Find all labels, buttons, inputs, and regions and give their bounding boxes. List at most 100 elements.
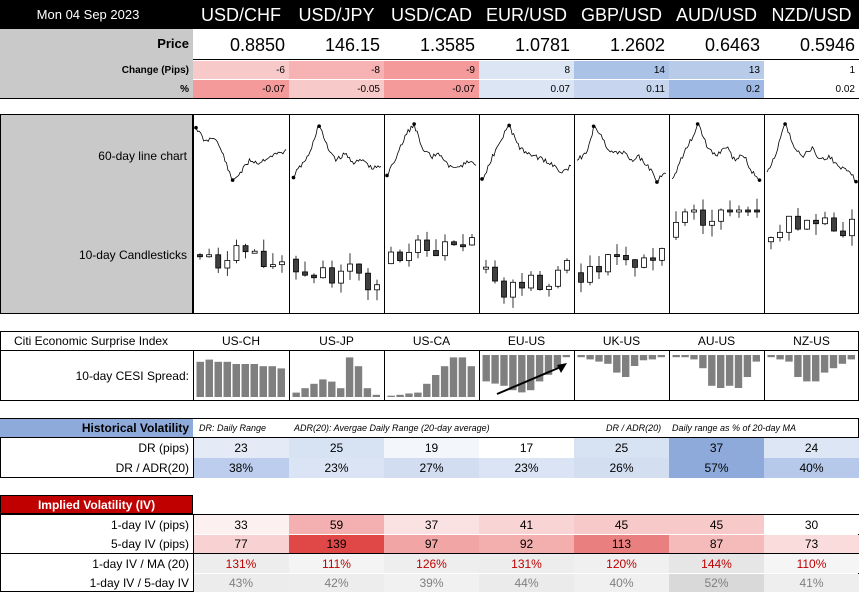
cesi-bar <box>657 355 665 358</box>
iv-value: 139 <box>289 534 384 554</box>
line-series <box>766 123 857 183</box>
cesi-bar <box>829 355 838 369</box>
cesi-bar <box>820 355 829 373</box>
candle-body <box>260 250 267 267</box>
hv-ratio-value: 23% <box>289 458 384 478</box>
cesi-bar <box>387 395 395 397</box>
hv-ratio-label: DR / ADR(20) <box>115 461 189 475</box>
line-high-marker <box>591 124 596 129</box>
iv-label-divider <box>193 514 194 592</box>
line-series <box>481 124 572 180</box>
change-value: -6 <box>193 61 289 79</box>
candle-body <box>578 272 584 283</box>
iv-value: 42% <box>289 573 384 592</box>
cesi-bar <box>535 355 544 382</box>
hv-title: Historical Volatility <box>0 419 193 437</box>
pct-label: % <box>180 83 189 95</box>
candles-4 <box>578 244 665 293</box>
candle-label: 10-day Candlesticks <box>78 248 187 262</box>
cesi-bar <box>743 355 752 377</box>
pair-header-usd-cad[interactable]: USD/CAD <box>384 2 479 28</box>
iv-row-label: 5-day IV (pips) <box>110 537 189 551</box>
cesi-bar <box>196 361 204 397</box>
chart-col-divider <box>574 114 575 314</box>
pair-header-usd-chf[interactable]: USD/CHF <box>193 2 289 28</box>
line-chart-label: 60-day line chart <box>98 149 187 163</box>
cesi-bar <box>440 366 449 397</box>
candle-body <box>365 272 371 291</box>
line-series <box>576 125 667 183</box>
cesi-bar <box>405 393 413 397</box>
candle-body <box>347 263 353 272</box>
candle-body <box>641 257 647 268</box>
cesi-col-divider <box>289 351 290 401</box>
iv-value: 131% <box>479 554 574 573</box>
pair-header-eur-usd[interactable]: EUR/USD <box>479 2 574 28</box>
hv-note-adr: ADR(20): Avergae Daily Range (20-day ave… <box>294 423 490 433</box>
price-label: Price <box>157 35 189 51</box>
cesi-bar <box>363 388 372 397</box>
cesi-bar <box>259 366 267 397</box>
pct-value: -0.07 <box>193 80 289 98</box>
pct-value: 0.11 <box>574 80 669 98</box>
candle-body <box>528 274 534 289</box>
cesi-region-au-us: AU-US <box>697 334 736 348</box>
hv-dr-value: 19 <box>384 438 479 458</box>
cesi-bar <box>319 379 327 397</box>
candles-2 <box>388 231 475 267</box>
candle-body <box>546 285 552 290</box>
line-series <box>195 127 287 181</box>
cesi-bar <box>509 355 517 391</box>
candle-body <box>442 241 448 257</box>
iv-value: 73 <box>764 534 859 554</box>
candle-body <box>768 237 774 243</box>
pair-header-usd-jpy[interactable]: USD/JPY <box>289 2 384 28</box>
iv-value: 92 <box>479 534 574 554</box>
change-value: 14 <box>574 61 669 79</box>
price-label-bg <box>0 29 193 98</box>
cesi-bars-eu-us <box>482 355 570 393</box>
iv-value: 40% <box>574 573 669 592</box>
cesi-bar <box>708 355 716 386</box>
cesi-bars-au-us <box>672 355 760 388</box>
price-divider <box>193 59 859 60</box>
candle-body <box>537 274 543 290</box>
price-value: 146.15 <box>324 34 380 55</box>
cesi-bar <box>527 355 535 391</box>
iv-value: 41% <box>764 573 859 592</box>
candle-body <box>587 266 593 283</box>
candles-5 <box>673 198 760 240</box>
cesi-bar <box>491 355 499 384</box>
hv-ratio-value: 40% <box>764 458 859 478</box>
hv-dr-value: 37 <box>669 438 764 458</box>
pair-header-nzd-usd[interactable]: NZD/USD <box>764 2 859 28</box>
candle-body <box>329 267 335 284</box>
candle-body <box>483 266 489 270</box>
cesi-bar <box>432 375 440 397</box>
cesi-bars-us-ch <box>196 359 285 397</box>
candle-body <box>251 250 258 254</box>
pair-header-gbp-usd[interactable]: GBP/USD <box>574 2 669 28</box>
line-low-marker <box>480 177 484 181</box>
cesi-bar <box>449 357 458 397</box>
candle-body <box>338 270 344 284</box>
candle-body <box>374 284 380 291</box>
change-value: 8 <box>479 61 574 79</box>
iv-value: 113 <box>574 534 669 554</box>
hv-dr-value: 24 <box>764 438 859 458</box>
line-low-marker <box>291 175 296 180</box>
cesi-bar <box>500 355 508 386</box>
candle-body <box>492 266 498 282</box>
cesi-bar <box>205 359 213 397</box>
line-low-marker <box>757 178 762 182</box>
chart-col-divider <box>764 114 765 314</box>
cesi-bar <box>301 388 309 397</box>
pair-header-aud-usd[interactable]: AUD/USD <box>669 2 764 28</box>
candles-1 <box>293 253 380 301</box>
candle-body <box>650 257 656 261</box>
cesi-bars-uk-us <box>577 355 665 377</box>
cesi-bar <box>785 355 793 362</box>
cesi-bar <box>553 355 562 369</box>
iv-value: 111% <box>289 554 384 573</box>
cesi-bar <box>223 361 231 397</box>
